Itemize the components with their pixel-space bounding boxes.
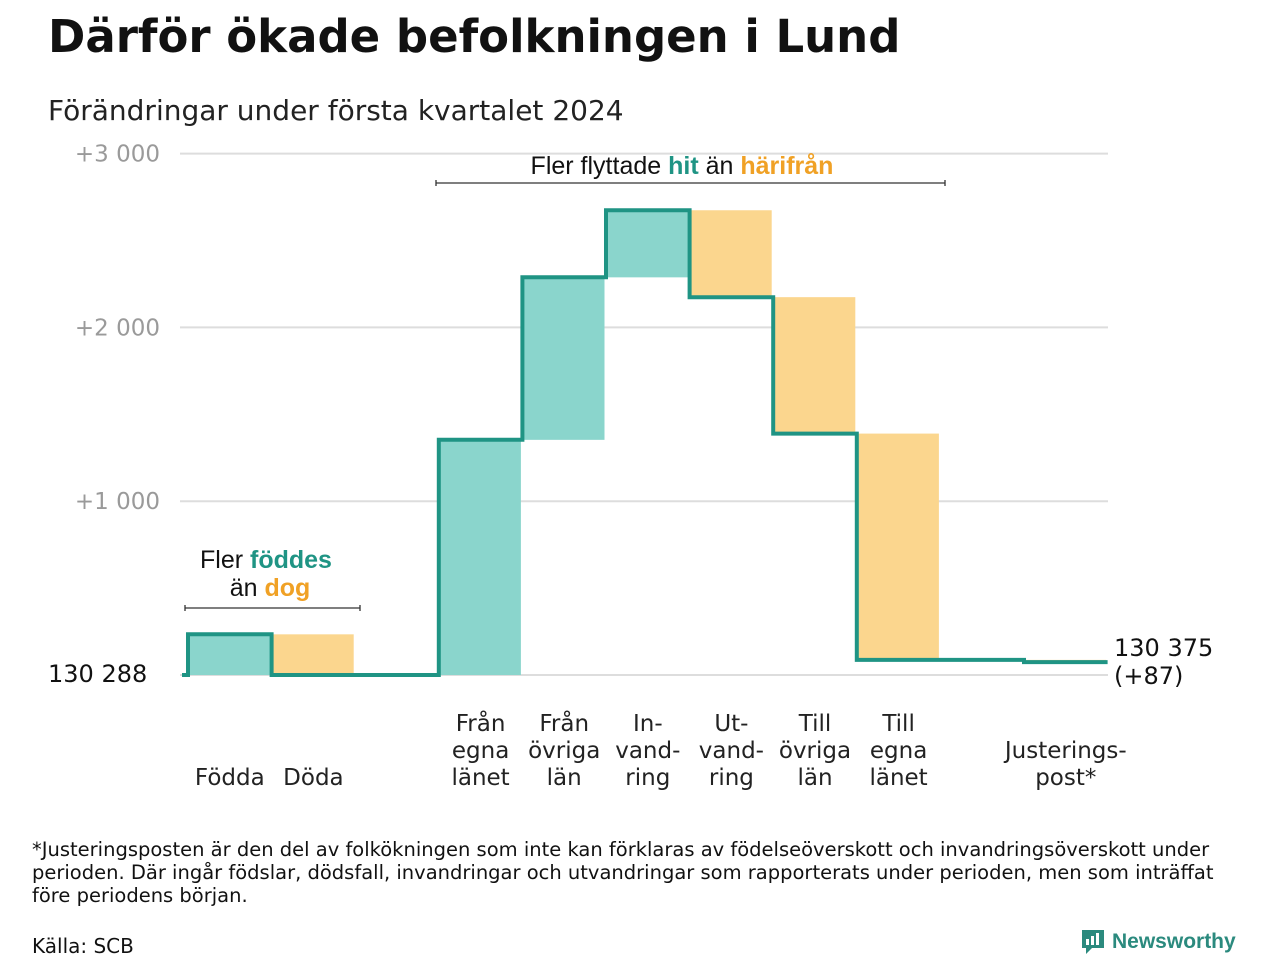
waterfall-bar [607, 210, 689, 278]
category-label: Till [798, 711, 832, 737]
category-label: vand- [615, 738, 680, 764]
births-annotation-bracket [184, 605, 361, 611]
waterfall-bar [189, 634, 271, 675]
category-label: egna [870, 738, 927, 764]
waterfall-bar [440, 439, 521, 675]
category-label: Justerings- [1003, 738, 1127, 764]
end-value-label: 130 375 [1114, 634, 1213, 662]
births-annotation: Fler föddes än dog [184, 546, 361, 611]
category-label: post* [1035, 765, 1096, 791]
end-change-label: (+87) [1114, 662, 1183, 690]
cumulative-line [182, 208, 1108, 677]
category-label: län [797, 765, 832, 791]
waterfall-bar [273, 634, 354, 675]
births-annotation-text: Fler [200, 546, 250, 574]
waterfall-chart: +1 000+2 000+3 000 Födda DödaFrånegnaläne… [48, 142, 1213, 791]
category-label: län [547, 765, 582, 791]
migration-annotation-out: härifrån [740, 152, 833, 180]
svg-text:än dog: än dog [230, 574, 311, 602]
births-annotation-text-2: än [230, 574, 265, 602]
migration-annotation-in: hit [668, 152, 699, 180]
category-label: egna [452, 738, 509, 764]
migration-annotation-text: Fler flyttade [531, 152, 669, 180]
y-tick-label: +3 000 [75, 142, 160, 168]
brand-name: Newsworthy [1112, 930, 1236, 953]
cumulative-step-line [182, 208, 1108, 677]
migration-annotation-text-2: än [699, 152, 741, 180]
category-label: Ut- [714, 711, 748, 737]
category-label: Från [539, 709, 589, 737]
chart-subtitle: Förändringar under första kvartalet 2024 [48, 94, 624, 127]
category-label: övriga [528, 738, 600, 764]
category-label: Döda [283, 765, 343, 791]
category-label: vand- [699, 738, 764, 764]
start-value-label: 130 288 [48, 660, 147, 688]
y-tick-label: +1 000 [75, 489, 160, 515]
newsworthy-logo-icon [1082, 930, 1104, 954]
category-label: länet [451, 765, 509, 791]
svg-text:Fler föddes: Fler föddes [200, 546, 332, 574]
category-label: Födda [195, 765, 265, 791]
y-tick-label: +2 000 [75, 315, 160, 341]
migration-annotation: Fler flyttade hit än härifrån [435, 152, 946, 186]
chart-title: Därför ökade befolkningen i Lund [48, 10, 901, 63]
source-label: Källa: SCB [32, 934, 134, 958]
waterfall-bar [774, 297, 856, 434]
category-label: ring [709, 765, 754, 791]
svg-text:Fler flyttade hit än härifrån: Fler flyttade hit än härifrån [531, 152, 834, 180]
category-label: länet [869, 765, 927, 791]
waterfall-bar [858, 433, 939, 660]
bars [189, 210, 1107, 675]
category-label: Till [881, 711, 915, 737]
category-label: ring [625, 765, 670, 791]
deaths-annotation-highlight: dog [264, 574, 310, 602]
waterfall-bar [691, 210, 772, 298]
category-labels: Födda DödaFrånegnalänetFrånövrigalänIn-va… [195, 709, 1127, 791]
migration-annotation-bracket [435, 180, 946, 186]
births-annotation-highlight: föddes [250, 546, 332, 574]
category-label: övriga [779, 738, 851, 764]
brand-logo[interactable]: Newsworthy [1080, 928, 1236, 956]
footnote: *Justeringsposten är den del av folkökni… [32, 838, 1214, 907]
waterfall-bar [523, 277, 605, 440]
category-label: Från [456, 709, 506, 737]
category-label: In- [633, 711, 663, 737]
